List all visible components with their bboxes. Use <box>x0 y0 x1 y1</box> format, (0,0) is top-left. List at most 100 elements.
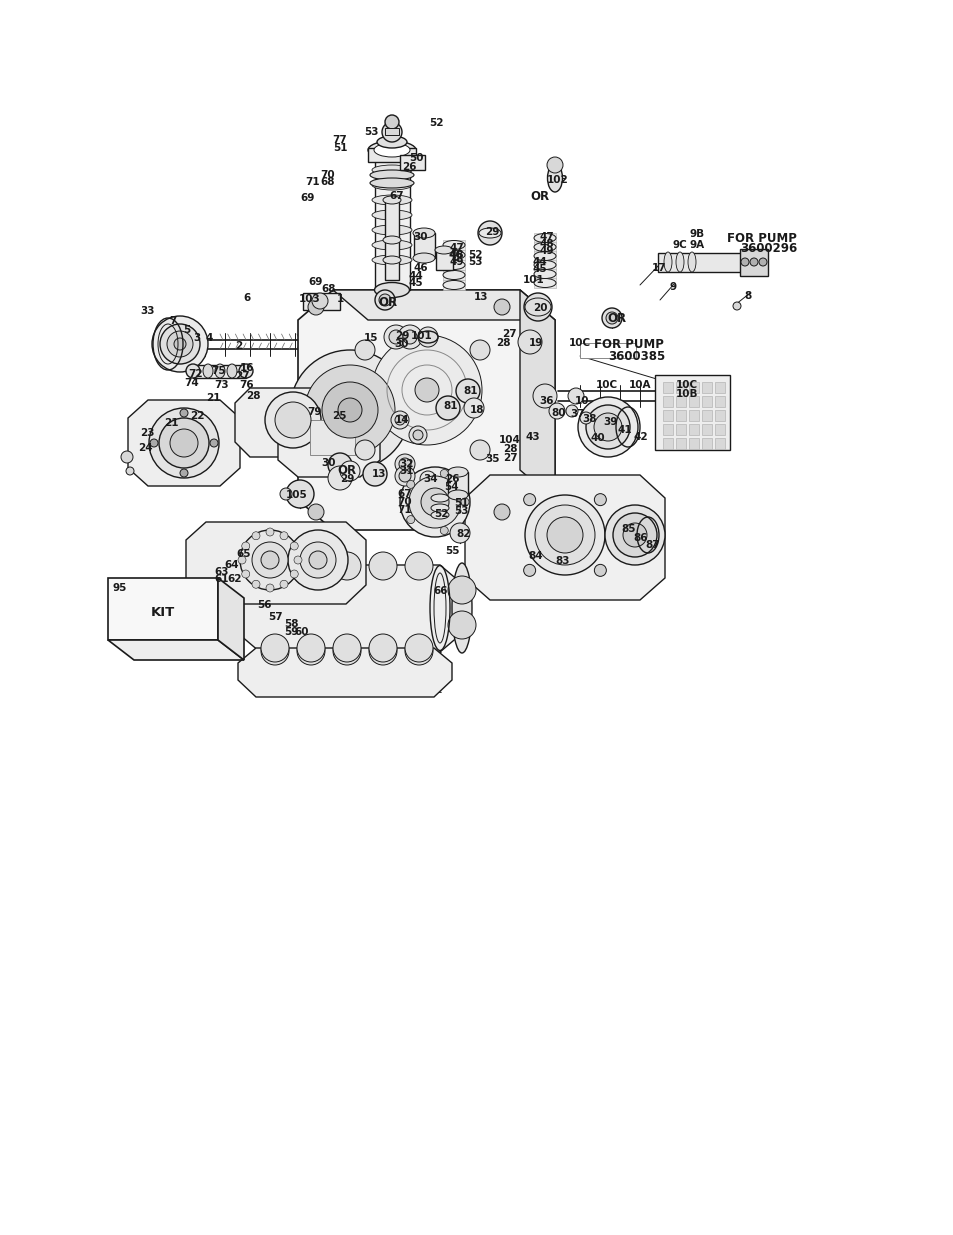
Text: OR: OR <box>337 464 356 478</box>
Circle shape <box>395 466 415 487</box>
Polygon shape <box>237 648 452 697</box>
Circle shape <box>339 461 359 480</box>
Circle shape <box>290 350 410 471</box>
Text: 27: 27 <box>501 329 516 338</box>
Circle shape <box>296 634 325 662</box>
Text: 63: 63 <box>214 567 229 577</box>
Circle shape <box>328 453 352 477</box>
Circle shape <box>369 634 396 662</box>
Circle shape <box>759 258 766 266</box>
Bar <box>442 261 464 270</box>
Text: 9B: 9B <box>689 228 704 240</box>
Text: 53: 53 <box>467 257 482 267</box>
Ellipse shape <box>382 236 400 245</box>
Text: 50: 50 <box>408 153 423 163</box>
Ellipse shape <box>186 364 200 378</box>
Text: 101: 101 <box>522 275 544 285</box>
Circle shape <box>170 429 198 457</box>
Circle shape <box>415 378 438 403</box>
Text: 74: 74 <box>185 378 199 388</box>
Text: 68: 68 <box>321 284 335 294</box>
Bar <box>676 424 685 435</box>
Text: 95: 95 <box>112 583 127 593</box>
Text: 46: 46 <box>448 249 463 261</box>
Circle shape <box>160 324 200 364</box>
Text: 40: 40 <box>590 433 604 443</box>
Bar <box>714 396 724 408</box>
Text: 33: 33 <box>141 306 155 316</box>
Bar <box>662 396 672 408</box>
Circle shape <box>448 611 476 638</box>
Circle shape <box>398 458 411 471</box>
Text: 21: 21 <box>164 417 178 429</box>
Bar <box>701 410 711 421</box>
Ellipse shape <box>547 164 562 191</box>
Bar <box>442 249 464 261</box>
Circle shape <box>296 637 325 664</box>
Circle shape <box>395 454 415 474</box>
Ellipse shape <box>442 241 464 249</box>
Polygon shape <box>399 156 424 170</box>
Circle shape <box>460 498 469 506</box>
Text: 51: 51 <box>333 143 347 153</box>
Text: 52: 52 <box>428 119 443 128</box>
Text: 41: 41 <box>617 425 632 435</box>
Text: 49: 49 <box>539 246 554 256</box>
Circle shape <box>290 542 298 550</box>
Polygon shape <box>108 578 218 640</box>
Text: 3600385: 3600385 <box>608 350 665 363</box>
Circle shape <box>372 335 481 445</box>
Text: 46: 46 <box>414 263 428 273</box>
Text: 87: 87 <box>645 540 659 550</box>
Bar <box>714 424 724 435</box>
Circle shape <box>546 517 582 553</box>
Circle shape <box>605 312 618 324</box>
Circle shape <box>749 258 758 266</box>
Circle shape <box>121 451 132 463</box>
Text: 48: 48 <box>449 249 464 261</box>
Circle shape <box>456 379 479 403</box>
Text: 81: 81 <box>463 387 477 396</box>
Text: 3600296: 3600296 <box>740 242 797 256</box>
Circle shape <box>333 634 360 662</box>
Text: 81: 81 <box>443 401 457 411</box>
Text: 55: 55 <box>444 546 458 556</box>
Text: 52: 52 <box>467 249 482 261</box>
Circle shape <box>322 382 377 438</box>
Text: 53: 53 <box>454 506 468 516</box>
Text: 104: 104 <box>498 435 520 445</box>
Text: 61: 61 <box>214 574 229 584</box>
Bar <box>701 438 711 450</box>
Text: 30: 30 <box>414 232 428 242</box>
Text: 28: 28 <box>496 338 510 348</box>
Text: 10B: 10B <box>675 389 698 399</box>
Text: 1: 1 <box>336 294 343 304</box>
Circle shape <box>523 564 535 577</box>
Circle shape <box>391 411 409 429</box>
Text: 60: 60 <box>294 627 309 637</box>
Bar <box>442 270 464 280</box>
Text: 70: 70 <box>397 496 412 508</box>
Text: 59: 59 <box>283 627 298 637</box>
Circle shape <box>261 552 289 580</box>
Circle shape <box>337 398 361 422</box>
Polygon shape <box>368 148 416 162</box>
Text: 9: 9 <box>669 282 676 291</box>
Bar <box>688 410 699 421</box>
Bar <box>688 438 699 450</box>
Text: 79: 79 <box>308 408 322 417</box>
Text: 10A: 10A <box>628 380 651 390</box>
Text: 27: 27 <box>502 453 517 463</box>
Ellipse shape <box>534 269 556 279</box>
Ellipse shape <box>203 364 213 378</box>
Bar <box>534 278 556 288</box>
Text: FOR PUMP: FOR PUMP <box>726 231 796 245</box>
Text: 71: 71 <box>305 177 320 186</box>
Circle shape <box>523 293 552 321</box>
Text: 29: 29 <box>395 331 409 341</box>
Bar <box>676 382 685 393</box>
Ellipse shape <box>431 511 449 519</box>
Bar <box>534 242 556 252</box>
Circle shape <box>312 293 328 309</box>
Text: 36: 36 <box>539 396 554 406</box>
